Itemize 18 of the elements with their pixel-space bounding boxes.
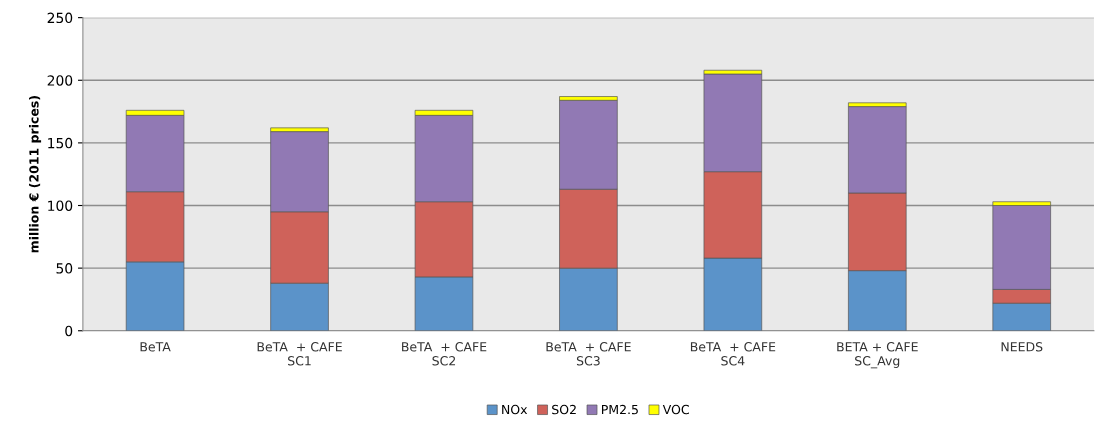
legend-label: SO2 [552, 404, 576, 415]
legend-label: NOx [502, 404, 528, 415]
y-tick-label: 250 [47, 12, 73, 24]
y-tick-label: 100 [48, 200, 73, 211]
y-axis-title: million € (2011 prices) [28, 96, 42, 253]
x-tick-label: BeTA + CAFE SC4 [690, 342, 776, 366]
y-tick-label: 50 [56, 263, 73, 274]
x-tick-label: BeTA + CAFE SC2 [402, 342, 487, 366]
x-tick-label: BeTA [140, 342, 171, 352]
x-tick-label: BeTA + CAFE SC1 [257, 342, 342, 366]
y-tick-label: 0 [65, 325, 73, 337]
x-tick-label: BETA + CAFE SC_Avg [837, 342, 918, 369]
legend-label: PM2.5 [602, 404, 638, 415]
y-tick-label: 150 [48, 137, 73, 149]
legend-label: VOC [662, 404, 689, 415]
x-tick-label: BeTA + CAFE SC3 [546, 342, 631, 366]
y-tick-label: 200 [47, 75, 73, 86]
x-tick-label: NEEDS [1001, 342, 1043, 352]
